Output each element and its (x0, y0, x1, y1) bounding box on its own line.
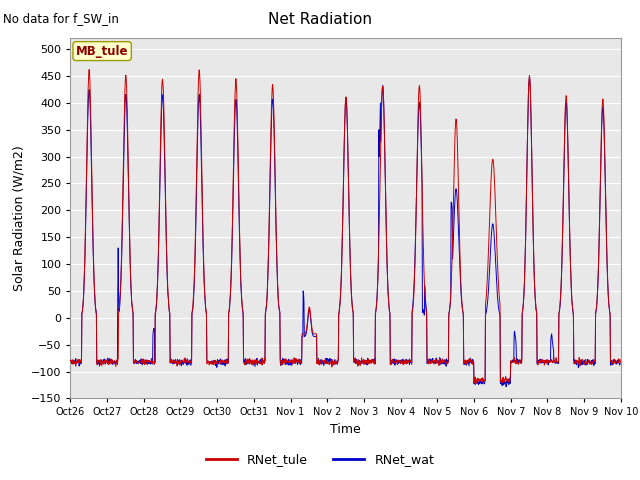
Text: Net Radiation: Net Radiation (268, 12, 372, 27)
Text: MB_tule: MB_tule (76, 45, 129, 58)
Text: No data for f_SW_in: No data for f_SW_in (3, 12, 119, 25)
X-axis label: Time: Time (330, 423, 361, 436)
Y-axis label: Solar Radiation (W/m2): Solar Radiation (W/m2) (12, 145, 26, 291)
Legend: RNet_tule, RNet_wat: RNet_tule, RNet_wat (201, 448, 439, 471)
